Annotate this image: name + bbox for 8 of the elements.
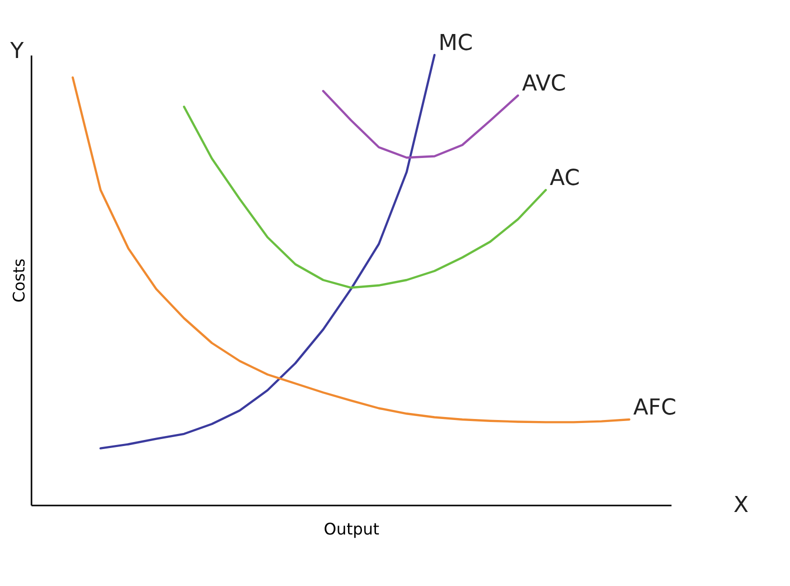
text: X — [733, 493, 749, 518]
series-label: AVC — [522, 72, 566, 96]
series-label: AC — [550, 166, 580, 191]
series-label: MC — [438, 31, 473, 56]
text: Y — [9, 39, 24, 64]
y-axis-title: Costs — [10, 258, 28, 302]
x-axis-title: Output — [324, 520, 380, 538]
series-label: AFC — [633, 396, 676, 420]
